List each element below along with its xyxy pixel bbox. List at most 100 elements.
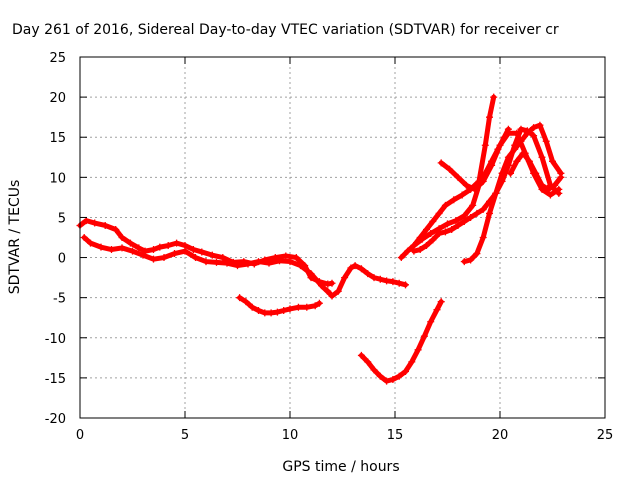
data-point xyxy=(255,307,262,315)
series-arc-5 xyxy=(357,298,445,385)
data-point xyxy=(311,302,319,310)
series-arc-10 xyxy=(460,121,565,266)
data-point xyxy=(523,129,531,137)
data-point xyxy=(458,191,466,199)
data-point xyxy=(87,239,94,247)
data-point xyxy=(492,189,500,197)
data-point xyxy=(112,225,120,233)
data-point xyxy=(315,299,323,307)
data-point xyxy=(173,239,181,247)
data-point xyxy=(292,254,300,262)
x-tick-label: 10 xyxy=(282,428,299,443)
data-point xyxy=(410,247,418,255)
data-point xyxy=(519,149,527,157)
data-point xyxy=(150,255,157,263)
data-point xyxy=(551,181,559,189)
data-point xyxy=(370,274,378,282)
y-tick-label: 10 xyxy=(49,171,66,186)
data-point xyxy=(383,377,391,385)
data-point xyxy=(395,372,403,380)
data-point xyxy=(334,287,342,295)
series-arc-2 xyxy=(80,234,334,298)
data-point xyxy=(544,185,552,193)
data-point xyxy=(126,239,134,247)
data-point xyxy=(420,332,428,340)
data-point xyxy=(429,217,437,225)
grid xyxy=(80,57,605,418)
data-point xyxy=(462,181,470,189)
data-point xyxy=(498,169,506,177)
data-point xyxy=(444,220,451,228)
data-point xyxy=(370,366,378,374)
data-point xyxy=(267,309,275,317)
data-point xyxy=(504,129,512,137)
data-point xyxy=(486,113,493,121)
data-point xyxy=(479,177,487,185)
data-point xyxy=(324,287,332,295)
data-point xyxy=(273,308,281,316)
data-point xyxy=(423,225,430,233)
data-point xyxy=(435,229,443,237)
data-point xyxy=(507,169,514,177)
data-point xyxy=(80,234,88,241)
data-point xyxy=(198,248,206,256)
data-point xyxy=(402,367,409,375)
data-point xyxy=(101,221,109,229)
data-point xyxy=(496,141,504,149)
data-point xyxy=(433,306,441,314)
data-point xyxy=(414,346,422,354)
data-point xyxy=(82,217,90,225)
data-point xyxy=(324,280,332,288)
data-point xyxy=(517,125,525,133)
data-point xyxy=(286,258,294,266)
data-point xyxy=(280,307,288,315)
data-point xyxy=(276,257,283,265)
data-point xyxy=(530,132,538,140)
data-point xyxy=(383,277,391,285)
data-point xyxy=(408,358,416,366)
data-point xyxy=(357,265,365,273)
data-point xyxy=(525,157,533,165)
data-point xyxy=(416,246,424,254)
data-point xyxy=(479,234,487,241)
x-tick-label: 20 xyxy=(492,428,509,443)
data-point xyxy=(404,247,412,255)
data-point xyxy=(181,247,189,255)
data-point xyxy=(364,358,372,366)
data-point xyxy=(460,258,468,266)
data-point xyxy=(202,258,210,266)
data-point xyxy=(536,121,544,129)
data-point xyxy=(208,251,216,259)
data-point xyxy=(395,279,403,287)
data-point xyxy=(307,270,315,278)
x-axis-title: GPS time / hours xyxy=(282,459,399,475)
data-point xyxy=(557,173,565,181)
y-tick-label: -15 xyxy=(45,372,66,387)
chart-title: Day 261 of 2016, Sidereal Day-to-day VTE… xyxy=(12,22,559,38)
y-axis-title: SDTVAR / TECUs xyxy=(7,180,23,295)
data-point xyxy=(118,244,126,252)
data-point xyxy=(511,145,519,153)
data-point xyxy=(479,205,487,213)
data-point xyxy=(504,153,512,161)
x-tick-label: 25 xyxy=(597,428,614,443)
data-point xyxy=(450,196,458,204)
data-point xyxy=(469,201,477,209)
data-point xyxy=(397,254,405,262)
data-point xyxy=(265,259,273,267)
data-point xyxy=(108,246,115,254)
data-point xyxy=(171,250,178,258)
data-point xyxy=(549,157,556,165)
data-point xyxy=(490,93,498,101)
data-point xyxy=(341,274,349,282)
data-point xyxy=(513,157,521,165)
data-point xyxy=(255,258,262,266)
data-point xyxy=(402,281,409,289)
data-point xyxy=(513,129,521,137)
data-point xyxy=(530,124,538,132)
y-tick-label: -10 xyxy=(45,332,66,347)
data-point xyxy=(481,141,489,149)
data-point xyxy=(150,246,157,254)
data-point xyxy=(129,247,136,255)
data-point xyxy=(427,318,435,326)
